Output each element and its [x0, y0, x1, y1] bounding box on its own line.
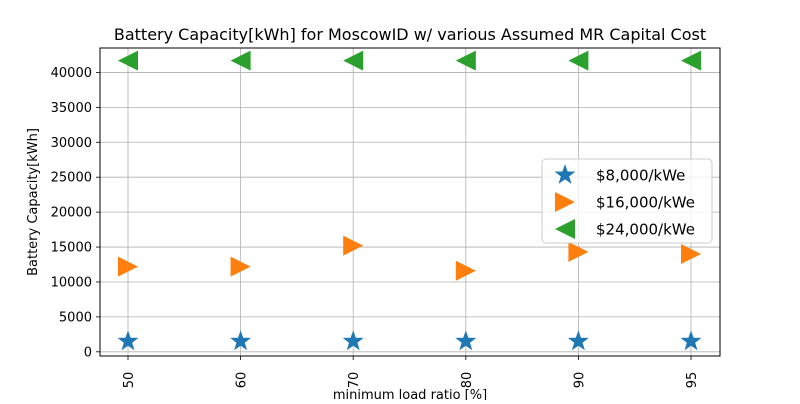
point-triangle-left — [343, 50, 364, 71]
plot-frame — [99, 47, 721, 357]
y-tick-label: 0 — [84, 345, 92, 360]
legend-label: $8,000/kWe — [596, 167, 685, 185]
legend-marker-triangle-left — [555, 219, 575, 239]
point-star — [680, 330, 702, 351]
point-triangle-right — [230, 256, 251, 277]
y-tick-label: 10000 — [51, 275, 92, 290]
point-triangle-right — [118, 256, 138, 277]
x-axis-label: minimum load ratio [%] — [333, 388, 487, 400]
ticks: 50 60 70 80 90 95 0 5000 10000 15000 20000 25000 300… — [51, 66, 700, 388]
point-triangle-right — [681, 244, 701, 265]
point-star — [342, 330, 364, 351]
legend-label: $24,000/kWe — [596, 221, 695, 239]
point-star — [230, 330, 252, 351]
point-triangle-right — [568, 241, 589, 262]
x-tick-label: 90 — [572, 372, 587, 389]
point-triangle-left — [118, 50, 138, 71]
point-triangle-left — [568, 50, 589, 71]
y-tick-label: 30000 — [51, 136, 92, 151]
point-star — [117, 330, 139, 351]
point-triangle-right — [455, 260, 476, 281]
chart-title: Battery Capacity[kWh] for MoscowID w/ va… — [114, 25, 706, 44]
point-triangle-right — [343, 235, 364, 256]
legend-marker-star — [554, 164, 576, 184]
y-tick-label: 5000 — [59, 310, 92, 325]
data-marks — [117, 50, 702, 351]
y-axis-label: Battery Capacity[kWh] — [26, 128, 41, 276]
point-triangle-left — [230, 50, 251, 71]
point-star — [567, 330, 589, 351]
legend-label: $16,000/kWe — [596, 194, 695, 212]
y-tick-label: 25000 — [51, 171, 92, 186]
y-tick-label: 20000 — [51, 206, 92, 221]
x-tick-label: 70 — [347, 372, 362, 389]
grid — [100, 48, 720, 356]
x-tick-label: 60 — [235, 372, 250, 389]
x-tick-label: 50 — [122, 372, 137, 389]
legend-marker-triangle-right — [555, 192, 575, 212]
y-tick-label: 35000 — [51, 101, 92, 116]
x-tick-label: 95 — [685, 372, 700, 389]
x-tick-label: 80 — [460, 372, 475, 389]
point-star — [455, 330, 477, 351]
legend-box — [541, 158, 713, 244]
point-triangle-left — [455, 50, 476, 71]
legend: $8,000/kWe $16,000/kWe $24,000/kWe — [541, 158, 713, 244]
y-tick-label: 15000 — [51, 241, 92, 256]
y-tick-label: 40000 — [51, 66, 92, 81]
point-triangle-left — [681, 50, 701, 71]
